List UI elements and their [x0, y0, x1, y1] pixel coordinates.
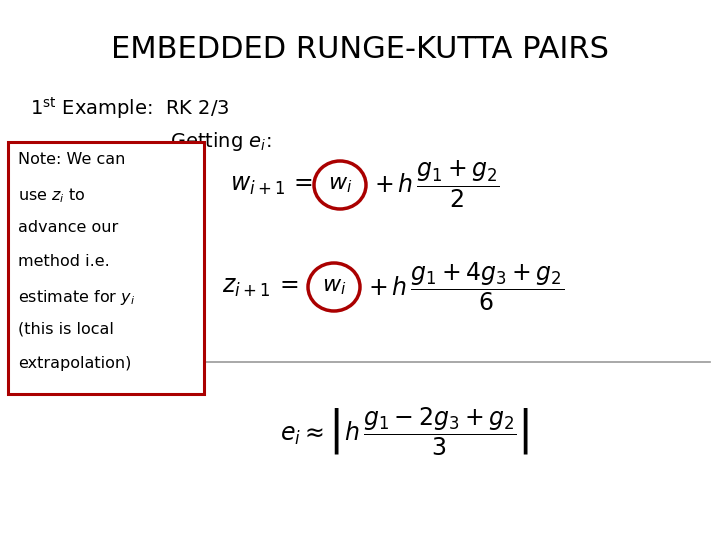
- Ellipse shape: [308, 263, 360, 311]
- Text: $+\,h\,\dfrac{g_1 + g_2}{2}$: $+\,h\,\dfrac{g_1 + g_2}{2}$: [374, 160, 500, 210]
- Text: EMBEDDED RUNGE-KUTTA PAIRS: EMBEDDED RUNGE-KUTTA PAIRS: [111, 35, 609, 64]
- Text: estimate for $\boldsymbol{y_i}$: estimate for $\boldsymbol{y_i}$: [18, 288, 135, 307]
- Text: Getting $\boldsymbol{e_i}$:: Getting $\boldsymbol{e_i}$:: [170, 130, 271, 153]
- FancyBboxPatch shape: [8, 142, 204, 394]
- Text: $1^{\mathrm{st}}$ Example:  RK 2/3: $1^{\mathrm{st}}$ Example: RK 2/3: [30, 95, 230, 121]
- Text: $e_i \approx \left| h\,\dfrac{g_1 - 2g_3 + g_2}{3} \right|$: $e_i \approx \left| h\,\dfrac{g_1 - 2g_3…: [280, 406, 529, 458]
- Text: $+\,h\,\dfrac{g_1 + 4g_3 + g_2}{6}$: $+\,h\,\dfrac{g_1 + 4g_3 + g_2}{6}$: [368, 261, 564, 313]
- Text: Note: We can: Note: We can: [18, 152, 125, 167]
- Text: advance our: advance our: [18, 220, 118, 235]
- Text: $w_{i+1}\,=$: $w_{i+1}\,=$: [230, 173, 313, 197]
- Text: extrapolation): extrapolation): [18, 356, 131, 371]
- Text: method i.e.: method i.e.: [18, 254, 109, 269]
- Text: $w_i$: $w_i$: [322, 277, 346, 297]
- Text: $w_i$: $w_i$: [328, 175, 352, 195]
- Ellipse shape: [314, 161, 366, 209]
- Text: $z_{i+1}\,=$: $z_{i+1}\,=$: [222, 275, 298, 299]
- Text: (this is local: (this is local: [18, 322, 114, 337]
- Text: use $\boldsymbol{z_i}$ to: use $\boldsymbol{z_i}$ to: [18, 186, 86, 205]
